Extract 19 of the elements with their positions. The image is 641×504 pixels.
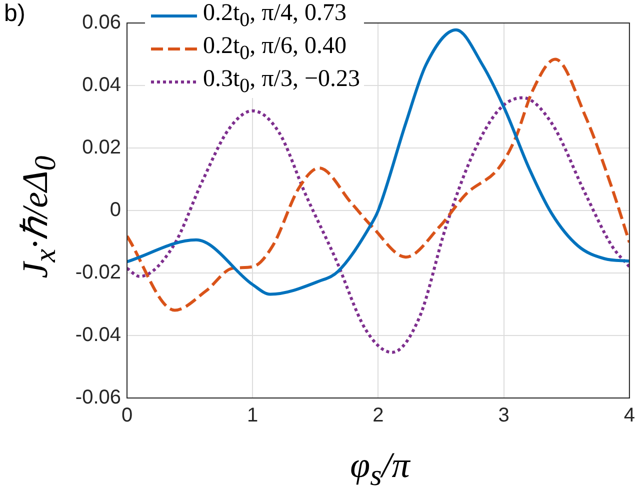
y-tick-label: 0.04 — [82, 74, 121, 96]
y-tick-label: -0.04 — [75, 324, 121, 346]
x-tick-label: 1 — [247, 404, 258, 427]
y-tick-label: 0.06 — [82, 12, 121, 34]
line-series — [127, 96, 630, 354]
legend-label: 0.2t$_{0}$, π/6, 0.40 — [203, 32, 346, 66]
x-tick-label: 4 — [624, 404, 635, 427]
x-axis-title: φ$_{s}$/π — [349, 444, 412, 494]
x-tick-label: 3 — [498, 404, 510, 427]
y-tick-label: -0.02 — [75, 262, 121, 284]
chart-title: b) — [4, 0, 26, 28]
y-tick-label: -0.06 — [75, 386, 121, 409]
y-tick-label: 0.02 — [82, 136, 121, 159]
line-series — [127, 28, 630, 296]
legend-label: 0.3t$_{0}$, π/3, −0.23 — [203, 66, 360, 98]
line-series — [127, 58, 630, 312]
y-tick-label: 0 — [110, 199, 121, 222]
x-tick-label: 2 — [372, 404, 384, 427]
legend-label: 0.2t$_{0}$, π/4, 0.73 — [203, 0, 346, 33]
